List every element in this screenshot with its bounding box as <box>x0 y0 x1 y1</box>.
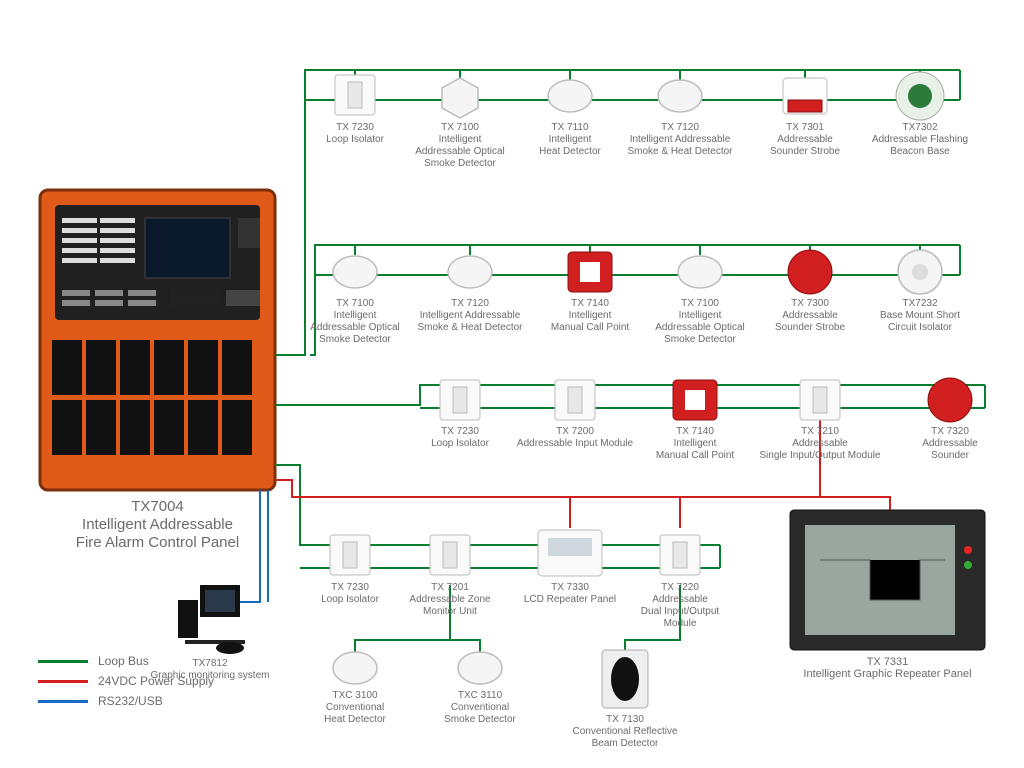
label-b2: TXC 3110ConventionalSmoke Detector <box>435 690 525 726</box>
label-r3-4: TX 7210AddressableSingle Input/Output Mo… <box>752 426 888 462</box>
label-r1-4: TX 7120Intelligent AddressableSmoke & He… <box>620 122 740 158</box>
label-r2-2: TX 7120Intelligent AddressableSmoke & He… <box>410 298 530 334</box>
label-r2-6: TX7232Base Mount ShortCircuit Isolator <box>865 298 975 334</box>
device-sounder <box>788 250 832 294</box>
device-smoke-detector <box>442 78 478 118</box>
device-smoke-heat-detector <box>658 80 702 112</box>
label-b3: TX 7130Conventional ReflectiveBeam Detec… <box>560 714 690 750</box>
device-lcd-repeater <box>538 530 602 576</box>
main-panel-name: Intelligent AddressableFire Alarm Contro… <box>76 516 239 551</box>
label-repeater: TX 7331Intelligent Graphic Repeater Pane… <box>790 656 985 680</box>
device-beacon-base <box>896 72 944 120</box>
main-panel-label: TX7004 Intelligent AddressableFire Alarm… <box>40 498 275 552</box>
label-r4-3: TX 7330LCD Repeater Panel <box>520 582 620 606</box>
label-r3-2: TX 7200Addressable Input Module <box>510 426 640 450</box>
diagram-canvas <box>0 0 1024 768</box>
device-graphic-repeater <box>790 510 985 650</box>
label-r1-1: TX 7230Loop Isolator <box>315 122 395 146</box>
label-r3-3: TX 7140IntelligentManual Call Point <box>650 426 740 462</box>
label-r1-6: TX7302Addressable FlashingBeacon Base <box>862 122 978 158</box>
label-pc: TX7812Graphic monitoring system <box>150 658 270 682</box>
device-beam-detector <box>602 650 648 708</box>
device-manual-call-point <box>568 252 612 292</box>
label-r3-5: TX 7320AddressableSounder <box>910 426 990 462</box>
label-r1-2: TX 7100IntelligentAddressable OpticalSmo… <box>408 122 512 170</box>
device-heat-detector <box>548 80 592 112</box>
label-r2-3: TX 7140IntelligentManual Call Point <box>545 298 635 334</box>
main-control-panel-shape <box>40 190 275 490</box>
label-r1-3: TX 7110IntelligentHeat Detector <box>525 122 615 158</box>
label-b1: TXC 3100ConventionalHeat Detector <box>310 690 400 726</box>
device-sounder-strobe <box>783 78 827 114</box>
device-pc <box>178 585 245 654</box>
label-r2-5: TX 7300AddressableSounder Strobe <box>765 298 855 334</box>
legend-loop-bus: Loop Bus <box>38 654 149 668</box>
label-r4-1: TX 7230Loop Isolator <box>310 582 390 606</box>
label-r2-4: TX 7100IntelligentAddressable OpticalSmo… <box>648 298 752 346</box>
device-loop-isolator <box>335 75 375 115</box>
device-short-circuit-isolator <box>898 250 942 294</box>
label-r4-4: TX 7220AddressableDual Input/OutputModul… <box>630 582 730 630</box>
label-r2-1: TX 7100IntelligentAddressable OpticalSmo… <box>303 298 407 346</box>
label-r1-5: TX 7301AddressableSounder Strobe <box>760 122 850 158</box>
label-r4-2: TX 7201Addressable ZoneMonitor Unit <box>400 582 500 618</box>
legend-comm: RS232/USB <box>38 694 163 708</box>
label-r3-1: TX 7230Loop Isolator <box>420 426 500 450</box>
